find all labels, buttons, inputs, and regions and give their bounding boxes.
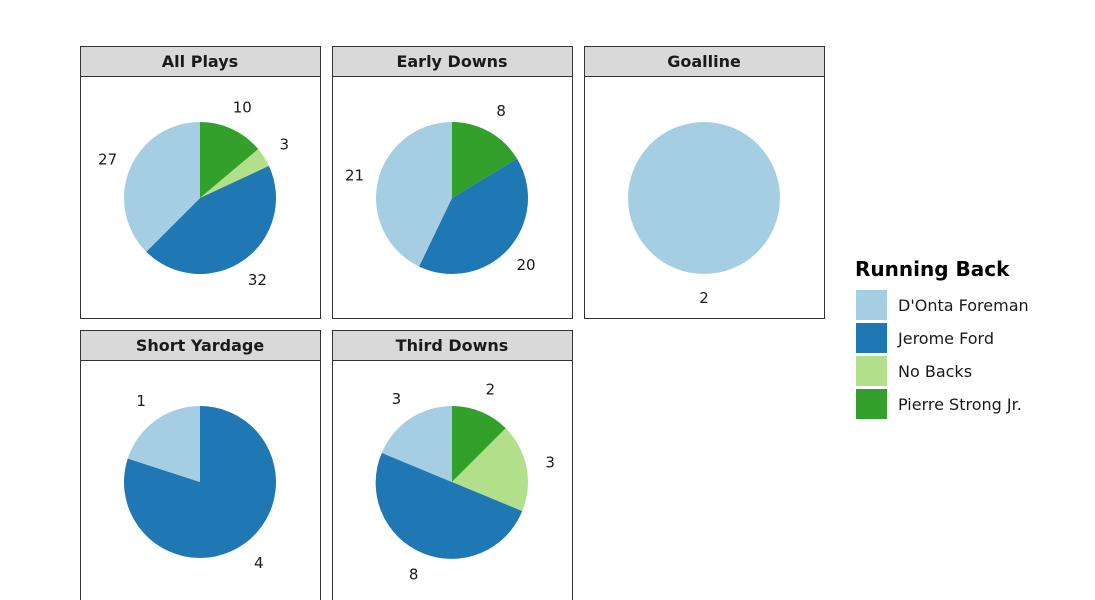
facet-title: Third Downs [396,336,509,355]
legend-label: Jerome Ford [897,329,994,348]
slice-value-label: 2 [486,381,496,399]
slice-value-label: 1 [136,392,146,410]
pie-slice [628,122,780,274]
facet-panel: Goalline 2 [584,46,825,319]
slice-value-label: 3 [545,454,555,472]
facet-panel: Third Downs 2 3 8 3 [332,330,573,600]
pie-slice [123,406,276,558]
slice-value-label: 8 [496,102,506,120]
facet-panel: All Plays 10 3 32 27 [80,46,321,319]
legend: Running Back D'Onta Foreman Jerome Ford No … [855,257,1029,419]
legend-label: Pierre Strong Jr. [898,395,1022,414]
legend-swatch [856,323,887,353]
legend-swatch [856,356,887,386]
pie-slice [376,122,452,267]
pie-slice [452,428,528,512]
pie-slice [452,406,506,482]
pie-slice [124,122,200,252]
legend-swatch [856,389,887,419]
slice-value-label: 20 [516,256,535,274]
slice-value-label: 10 [233,98,252,116]
pie-slice [452,122,517,198]
facet-strip [332,46,573,77]
facet-strip [80,46,321,77]
facet-strip [80,330,321,361]
facet-title: Early Downs [396,52,507,71]
slice-value-label: 2 [699,289,709,307]
pie-slice [146,165,277,275]
facet-strip [584,46,825,77]
slice-value-label: 3 [280,135,290,153]
slice-value-label: 27 [98,151,117,169]
pie-slice [200,122,259,198]
pie-slice [381,406,452,482]
legend-label: No Backs [898,362,972,381]
slice-value-label: 21 [345,167,364,185]
facet-panel: Early Downs 8 20 21 [332,46,573,319]
facet-title: All Plays [162,52,238,71]
pie-slice [200,149,269,198]
facet-panel: Short Yardage 4 1 [80,330,321,600]
pie-slice [127,406,200,482]
slice-value-label: 4 [254,554,264,572]
facet-title: Short Yardage [136,336,265,355]
slice-value-label: 3 [392,390,402,408]
legend-label: D'Onta Foreman [898,296,1029,315]
slice-value-label: 32 [248,271,267,289]
legend-title: Running Back [855,257,1010,281]
pie-slice [375,452,523,559]
slice-value-label: 8 [409,565,419,583]
legend-swatch [856,290,887,320]
pie-slice [419,158,528,274]
facet-title: Goalline [667,52,741,71]
